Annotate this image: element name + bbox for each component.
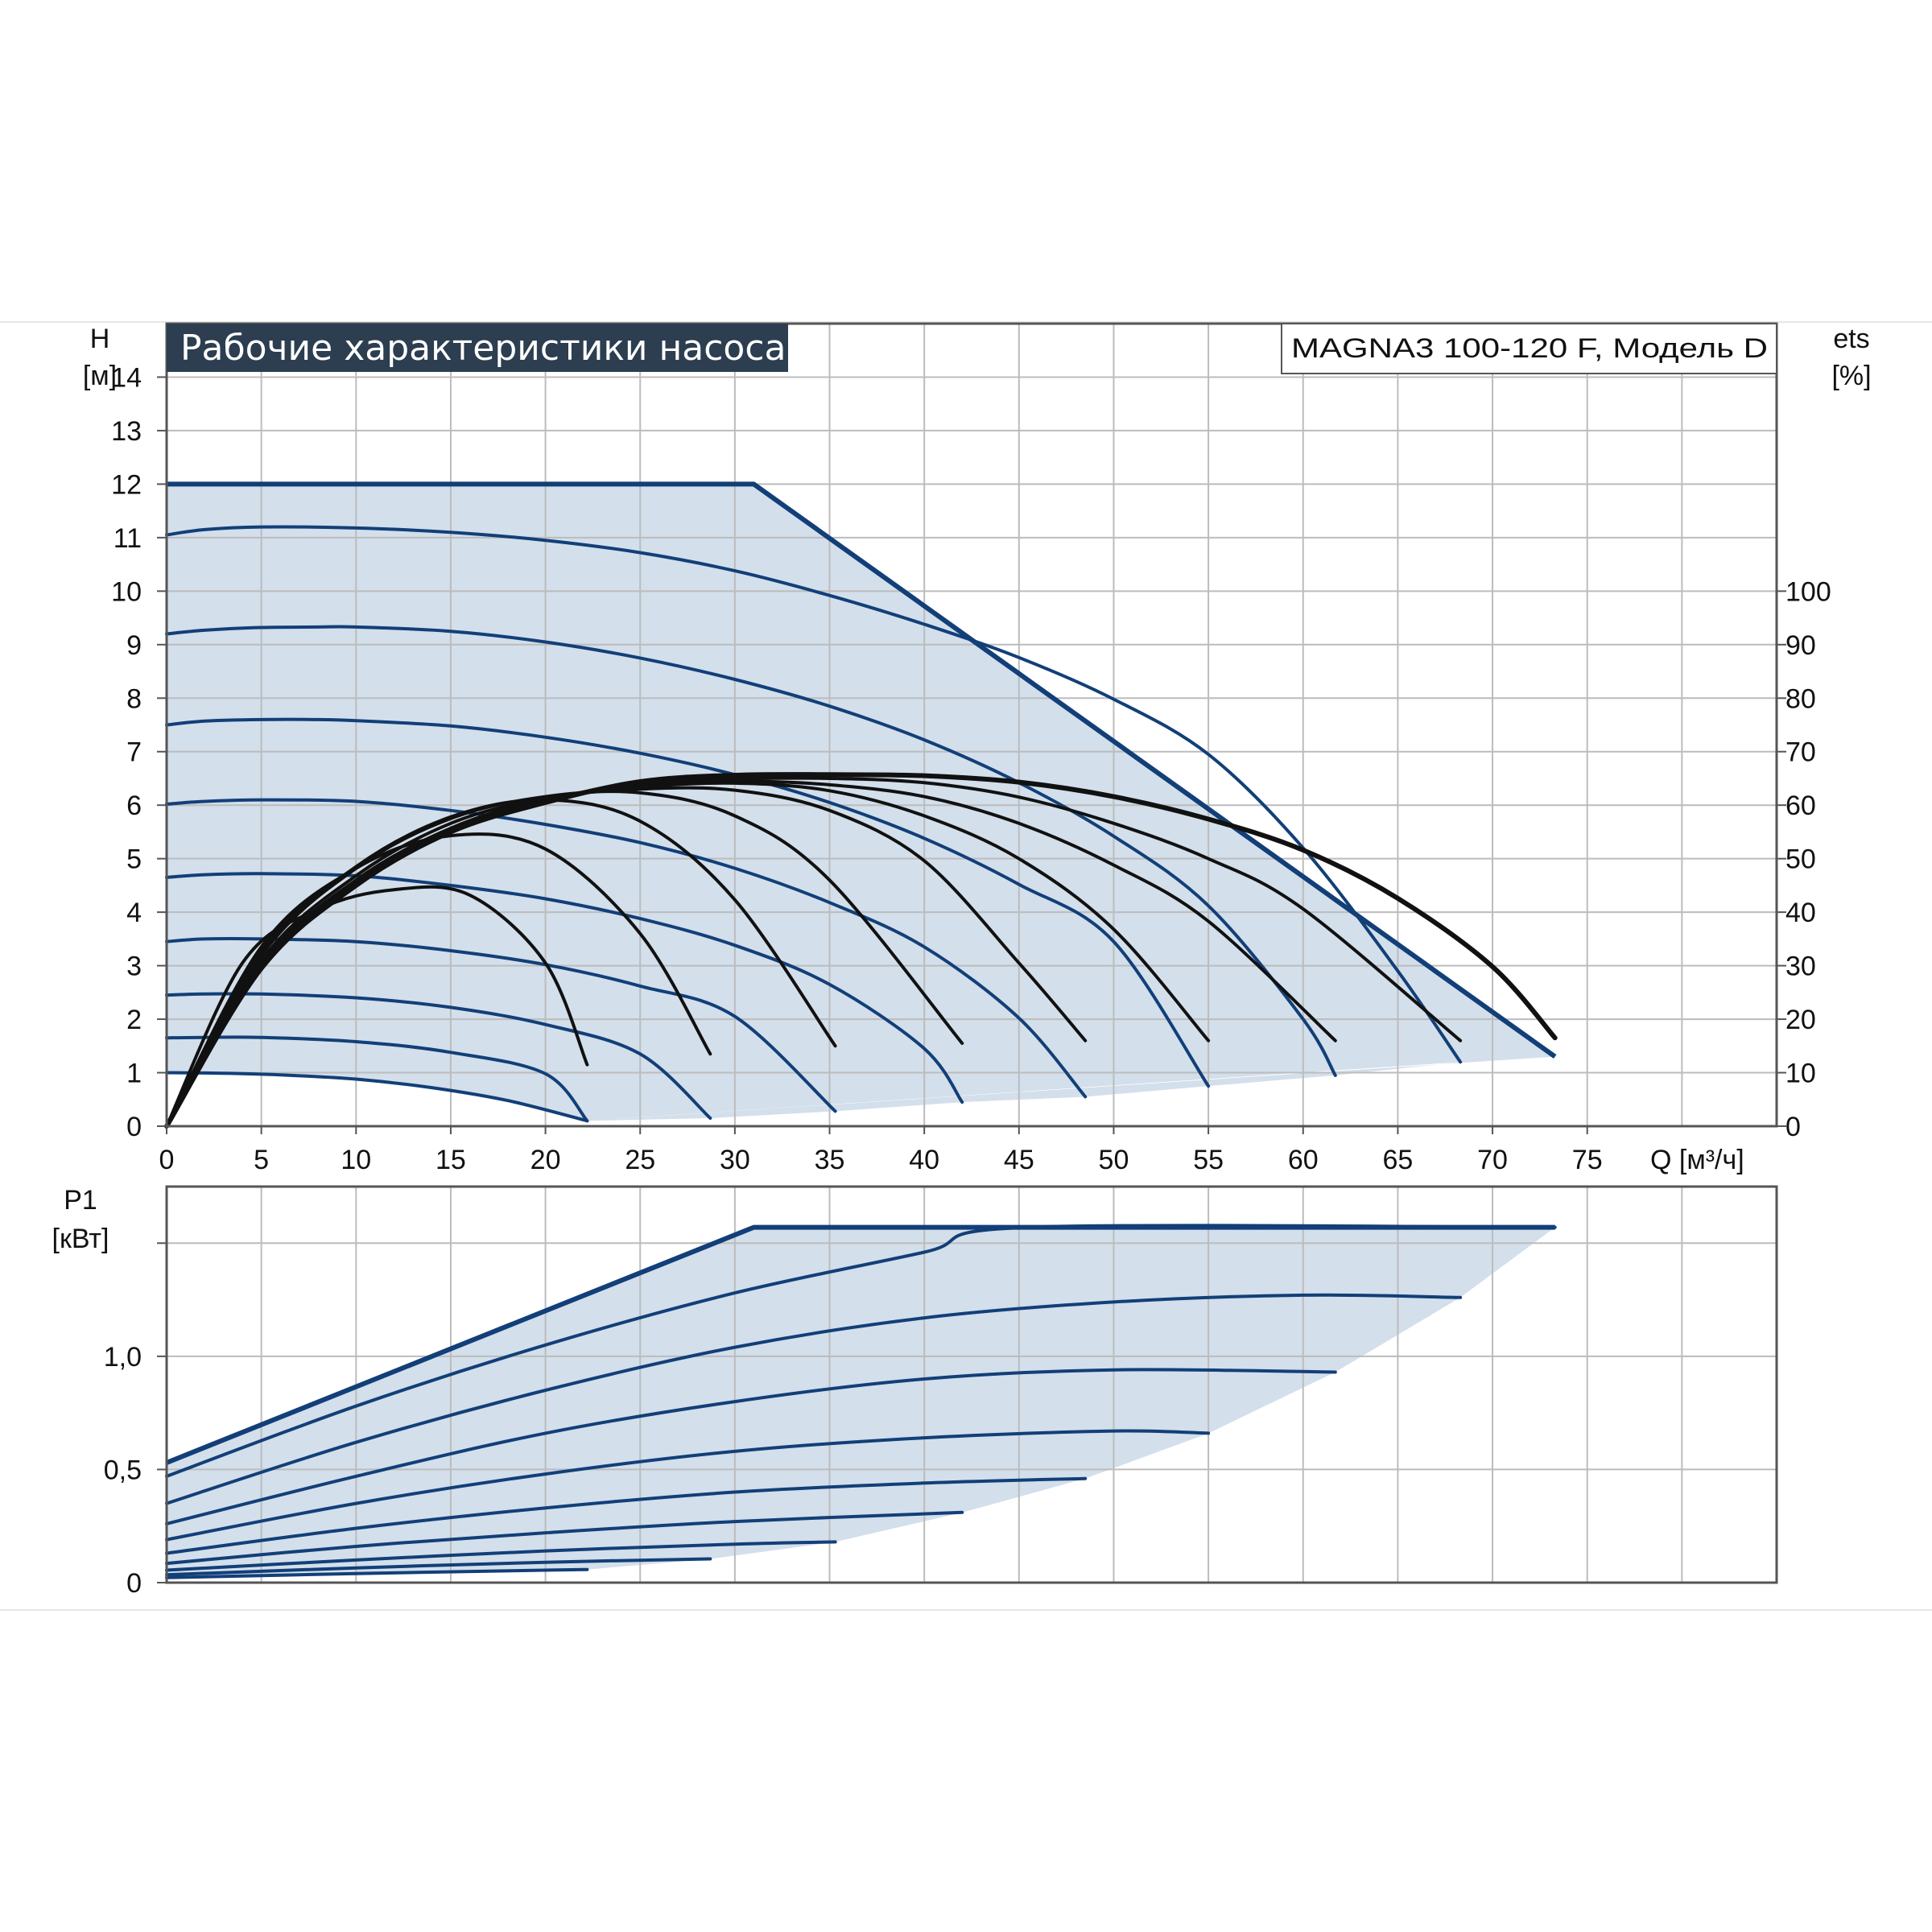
efficiency-axis-symbol: ets (1833, 324, 1869, 354)
power-curve-9 (165, 1567, 589, 1579)
head-curve-3 (165, 717, 1211, 1088)
head-tick-label: 8 (126, 683, 142, 714)
efficiency-curve-9 (164, 772, 1558, 1129)
efficiency-tick-label: 20 (1785, 1005, 1816, 1035)
flow-tick-label: 50 (1099, 1145, 1129, 1175)
head-max-envelope (167, 481, 1557, 1059)
efficiency-tick-label: 0 (1785, 1112, 1801, 1142)
head-tick-label: 0 (126, 1112, 142, 1142)
head-tick-label: 5 (126, 844, 142, 875)
chart-title: Рабочие характеристики насоса (180, 328, 786, 369)
flow-tick-label: 60 (1288, 1145, 1319, 1175)
efficiency-tick-label: 40 (1785, 898, 1816, 928)
power-tick-label: 0,5 (104, 1455, 142, 1485)
head-axis-unit: [м] (83, 361, 117, 391)
flow-tick-label: 70 (1477, 1145, 1508, 1175)
head-axis-symbol: H (90, 324, 110, 354)
head-curves (165, 481, 1557, 1123)
power-axis-unit: [кВт] (52, 1224, 109, 1254)
flow-tick-label: 30 (720, 1145, 750, 1175)
head-tick-label: 3 (126, 952, 142, 982)
head-curve-2 (165, 625, 1337, 1077)
efficiency-curves (164, 772, 1558, 1129)
head-curve-9 (165, 1071, 589, 1123)
efficiency-tick-label: 100 (1785, 576, 1831, 607)
head-tick-label: 11 (114, 523, 142, 554)
flow-tick-label: 20 (530, 1145, 561, 1175)
head-tick-label: 2 (126, 1005, 142, 1035)
power-tick-label: 1,0 (104, 1342, 142, 1373)
flow-tick-label: 75 (1572, 1145, 1603, 1175)
head-curve-1 (165, 525, 1463, 1064)
head-tick-label: 12 (111, 469, 142, 500)
flow-tick-label: 40 (909, 1145, 939, 1175)
power-curve-8 (165, 1557, 712, 1577)
power-curve-5 (165, 1476, 1088, 1555)
efficiency-tick-label: 30 (1785, 952, 1816, 982)
power-max-envelope (165, 1224, 1555, 1465)
power-curve-4 (165, 1429, 1211, 1542)
power-curve-2 (165, 1293, 1463, 1505)
head-plot-frame (165, 322, 1778, 1128)
efficiency-y-ticks: 0 10 20 30 40 50 60 70 80 90 100 (1777, 576, 1831, 1142)
flow-tick-label: 35 (815, 1145, 845, 1175)
flow-tick-label: 0 (159, 1145, 175, 1175)
model-label-box (1281, 323, 1777, 374)
efficiency-curve-5 (165, 786, 1088, 1128)
head-tick-label: 7 (126, 737, 142, 768)
efficiency-tick-label: 70 (1785, 737, 1816, 768)
efficiency-axis-unit: [%] (1831, 361, 1871, 391)
power-plot-frame (165, 1185, 1778, 1584)
flow-tick-label: 65 (1382, 1145, 1413, 1175)
flow-tick-label: 15 (436, 1145, 466, 1175)
efficiency-curve-1 (165, 885, 589, 1128)
power-axis-symbol: P1 (64, 1185, 97, 1216)
head-curve-4 (165, 798, 1088, 1099)
efficiency-curve-2 (165, 832, 712, 1128)
head-tick-label: 4 (126, 898, 142, 928)
power-curve-3 (165, 1368, 1337, 1525)
flow-tick-label: 25 (625, 1145, 655, 1175)
head-tick-label: 14 (111, 362, 142, 393)
flow-tick-label: 55 (1193, 1145, 1224, 1175)
flow-tick-label: 5 (254, 1145, 269, 1175)
model-label: MAGNA3 100-120 F, Модель D (1291, 333, 1768, 364)
head-tick-label: 13 (111, 416, 142, 447)
head-tick-label: 10 (111, 576, 142, 607)
title-bar (167, 324, 788, 372)
efficiency-curve-6 (165, 781, 1211, 1128)
power-y-ticks: 0 0,5 1,0 (104, 1242, 167, 1599)
head-curve-6 (165, 936, 837, 1113)
power-curve-6 (165, 1510, 964, 1566)
head-curve-5 (165, 872, 964, 1104)
efficiency-tick-label: 50 (1785, 844, 1816, 875)
flow-axis-label: Q [м³/ч] (1650, 1145, 1744, 1175)
head-tick-label: 6 (126, 791, 142, 821)
flow-x-ticks: 0 5 10 15 20 25 30 35 40 45 50 55 60 65 70 75 (159, 1126, 1603, 1175)
power-curve-7 (165, 1540, 837, 1572)
flow-tick-label: 45 (1004, 1145, 1034, 1175)
efficiency-tick-label: 90 (1785, 630, 1816, 661)
power-tick-label: 0 (126, 1568, 142, 1599)
flow-tick-label: 10 (341, 1145, 371, 1175)
efficiency-tick-label: 60 (1785, 791, 1816, 821)
head-tick-label: 9 (126, 630, 142, 661)
efficiency-tick-label: 80 (1785, 683, 1816, 714)
power-curves (165, 1224, 1557, 1579)
head-tick-label: 1 (126, 1059, 142, 1089)
efficiency-tick-label: 10 (1785, 1059, 1816, 1089)
